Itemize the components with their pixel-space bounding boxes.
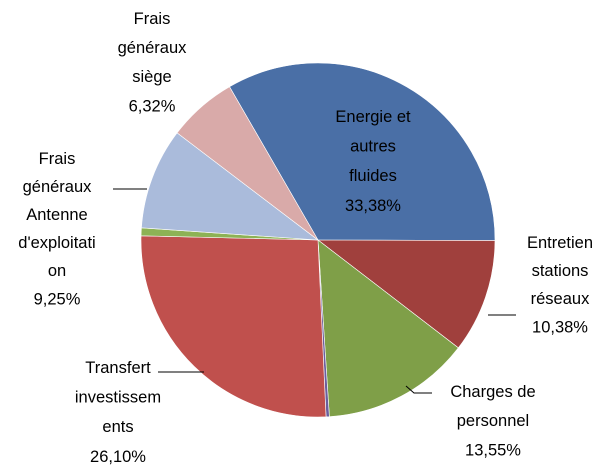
slice-value-label: 26,10% [90, 448, 146, 466]
pie-slice [176, 86, 319, 241]
pie-slice [141, 132, 319, 241]
slice-value-label: 6,32% [129, 97, 176, 115]
pie-slice [229, 62, 496, 241]
labels: Energie et autres fluides 33,38% Entretien st… [18, 10, 593, 466]
leader-line [405, 385, 432, 394]
slice-label: Frais généraux Antenne d'exploitati on [18, 150, 95, 280]
slice-value-label: 10,38% [532, 318, 588, 336]
slice-value-label: 9,25% [34, 290, 81, 308]
pie-slice [317, 239, 496, 349]
pie [140, 62, 496, 418]
slice-value-label: 33,38% [345, 197, 401, 215]
slice-label: Energie et autres fluides [335, 108, 411, 185]
pie-slice [140, 235, 327, 418]
slice-value-label: 13,55% [465, 441, 521, 459]
slice-label: Transfert investissem ents [75, 359, 161, 436]
slice-label: Charges de personnel [450, 383, 535, 430]
slice-label: Frais généraux siège [118, 10, 188, 86]
pie-slice [317, 239, 459, 417]
slice-label: Entretien stations réseaux [527, 234, 593, 308]
